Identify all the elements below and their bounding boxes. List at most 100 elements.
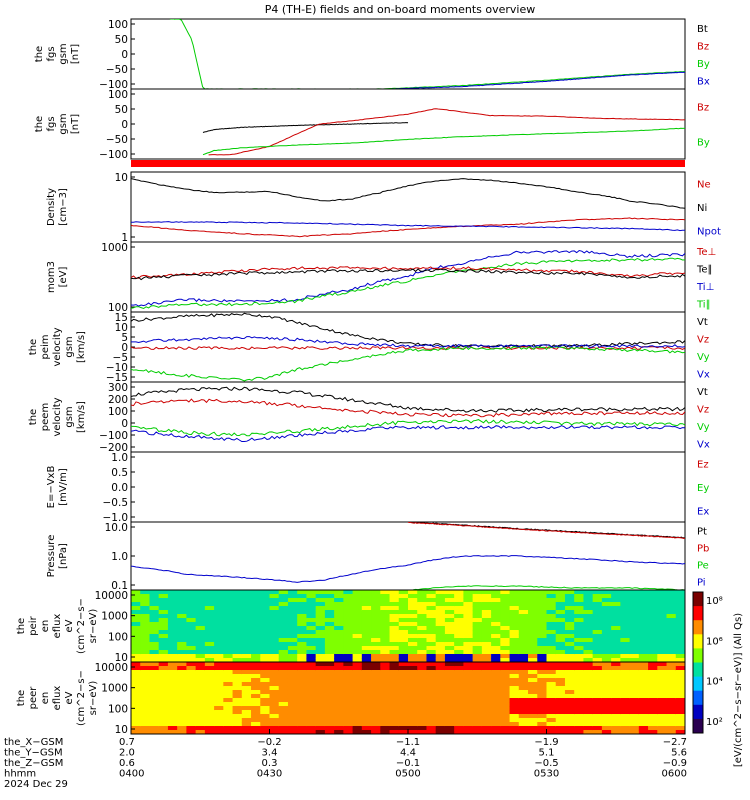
heatmap-cell (444, 666, 455, 671)
heatmap-cell (675, 614, 685, 619)
heatmap-cell (278, 634, 289, 639)
heatmap-cell (232, 698, 243, 703)
heatmap-cell (232, 642, 243, 647)
heatmap-cell (158, 602, 169, 607)
heatmap-cell (352, 706, 363, 711)
heatmap-cell (371, 594, 381, 599)
heatmap-cell (657, 618, 668, 623)
heatmap-cell (334, 718, 344, 723)
heatmap-cell (491, 598, 501, 603)
time-axis-value: 0400 (119, 769, 144, 780)
heatmap-cell (315, 670, 326, 675)
heatmap-cell (537, 670, 547, 675)
heatmap-cell (491, 642, 501, 647)
heatmap-cell (251, 674, 261, 679)
heatmap-cell (555, 654, 566, 659)
heatmap-cell (334, 642, 344, 647)
heatmap-cell (537, 594, 547, 599)
heatmap-cell (500, 674, 511, 679)
heatmap-cell (297, 726, 307, 731)
heatmap-cell (435, 702, 446, 707)
heatmap-cell (343, 602, 354, 607)
heatmap-cell (232, 618, 243, 623)
heatmap-cell (592, 606, 603, 611)
heatmap-cell (278, 646, 289, 651)
heatmap-cell (306, 666, 317, 671)
heatmap-cell (666, 622, 677, 627)
heatmap-cell (232, 706, 243, 711)
heatmap-cell (491, 722, 501, 727)
heatmap-cell (269, 706, 280, 711)
heatmap-cell (269, 646, 280, 651)
heatmap-cell (472, 650, 483, 655)
heatmap-cell (546, 702, 557, 707)
heatmap-cell (463, 694, 474, 699)
heatmap-cell (297, 670, 307, 675)
heatmap-cell (463, 594, 474, 599)
heatmap-cell (629, 730, 640, 734)
heatmap-cell (398, 606, 409, 611)
heatmap-cell (454, 654, 464, 659)
heatmap-cell (601, 594, 612, 599)
heatmap-cell (186, 646, 197, 651)
heatmap-cell (592, 622, 603, 627)
heatmap-cell (260, 710, 270, 715)
heatmap-cell (158, 726, 169, 731)
heatmap-cell (675, 650, 685, 655)
heatmap-cell (481, 730, 492, 734)
heatmap-cell (638, 730, 649, 734)
heatmap-cell (204, 706, 215, 711)
heatmap-cell (435, 694, 446, 699)
heatmap-cell (518, 666, 529, 671)
heatmap-cell (306, 658, 317, 662)
heatmap-cell (435, 606, 446, 611)
heatmap-cell (158, 690, 169, 695)
heatmap-cell (481, 674, 492, 679)
heatmap-cell (408, 686, 418, 691)
heatmap-cell (214, 622, 224, 627)
heatmap-cell (546, 650, 557, 655)
heatmap-cell (638, 622, 649, 627)
heatmap-cell (324, 654, 335, 659)
heatmap-cell (334, 670, 344, 675)
heatmap-cell (518, 598, 529, 603)
heatmap-cell (352, 666, 363, 671)
heatmap-cell (675, 658, 685, 662)
heatmap-cell (491, 714, 501, 719)
heatmap-cell (454, 722, 464, 727)
heatmap-cell (195, 594, 206, 599)
heatmap-cell (638, 590, 649, 595)
heatmap-cell (324, 630, 335, 635)
heatmap-cell (241, 598, 252, 603)
peer-spectrogram-ytick-label: 10 (115, 724, 128, 736)
heatmap-cell (648, 634, 658, 639)
heatmap-cell (509, 666, 520, 671)
heatmap-cell (481, 622, 492, 627)
heatmap-cell (297, 722, 307, 727)
heatmap-cell (601, 726, 612, 731)
heatmap-cell (278, 686, 289, 691)
heatmap-cell (611, 666, 621, 671)
pressure-ytick-label: 10.0 (105, 522, 128, 534)
heatmap-cell (352, 682, 363, 687)
heatmap-cell (251, 690, 261, 695)
heatmap-cell (666, 718, 677, 723)
heatmap-cell (564, 710, 575, 715)
heatmap-cell (666, 702, 677, 707)
heatmap-cell (380, 590, 391, 595)
pressure-series (131, 522, 685, 590)
heatmap-cell (177, 598, 187, 603)
heatmap-cell (555, 718, 566, 723)
heatmap-cell (500, 682, 511, 687)
heatmap-cell (324, 642, 335, 647)
heatmap-cell (232, 590, 243, 595)
heatmap-cell (324, 618, 335, 623)
heatmap-cell (140, 606, 150, 611)
heatmap-cell (592, 686, 603, 691)
heatmap-cell (601, 670, 612, 675)
heatmap-cell (287, 666, 298, 671)
heatmap-cell (186, 638, 197, 643)
heatmap-cell (158, 638, 169, 643)
